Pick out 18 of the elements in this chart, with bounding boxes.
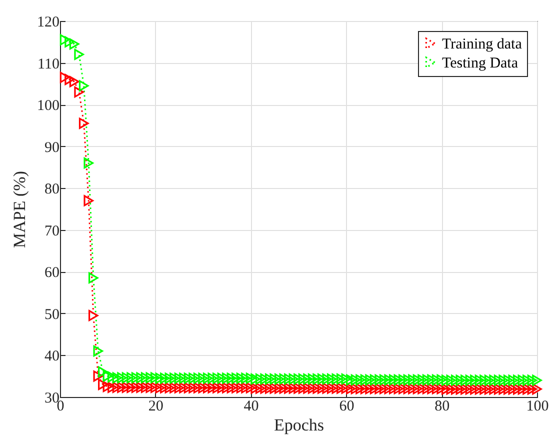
legend-label: Testing Data	[442, 56, 518, 72]
x-tick-label: 60	[339, 398, 354, 414]
y-tick-label: 80	[44, 182, 60, 198]
y-tick-label: 90	[44, 140, 60, 156]
y-tick-label: 100	[37, 98, 60, 114]
x-tick-label: 100	[526, 398, 549, 414]
y-axis-title: MAPE (%)	[10, 171, 29, 248]
y-tick-label: 60	[44, 265, 60, 282]
y-tick-label: 110	[38, 56, 60, 72]
y-tick-label: 120	[37, 14, 60, 30]
x-tick-label: 40	[244, 398, 259, 414]
y-tick-label: 70	[44, 223, 60, 240]
legend-label: Training data	[442, 36, 522, 52]
x-axis-title: Epochs	[274, 416, 324, 434]
y-tick-label: 40	[44, 348, 60, 365]
x-tick-label: 80	[434, 398, 450, 414]
x-tick-label: 20	[148, 398, 164, 414]
y-tick-label: 50	[44, 306, 60, 323]
